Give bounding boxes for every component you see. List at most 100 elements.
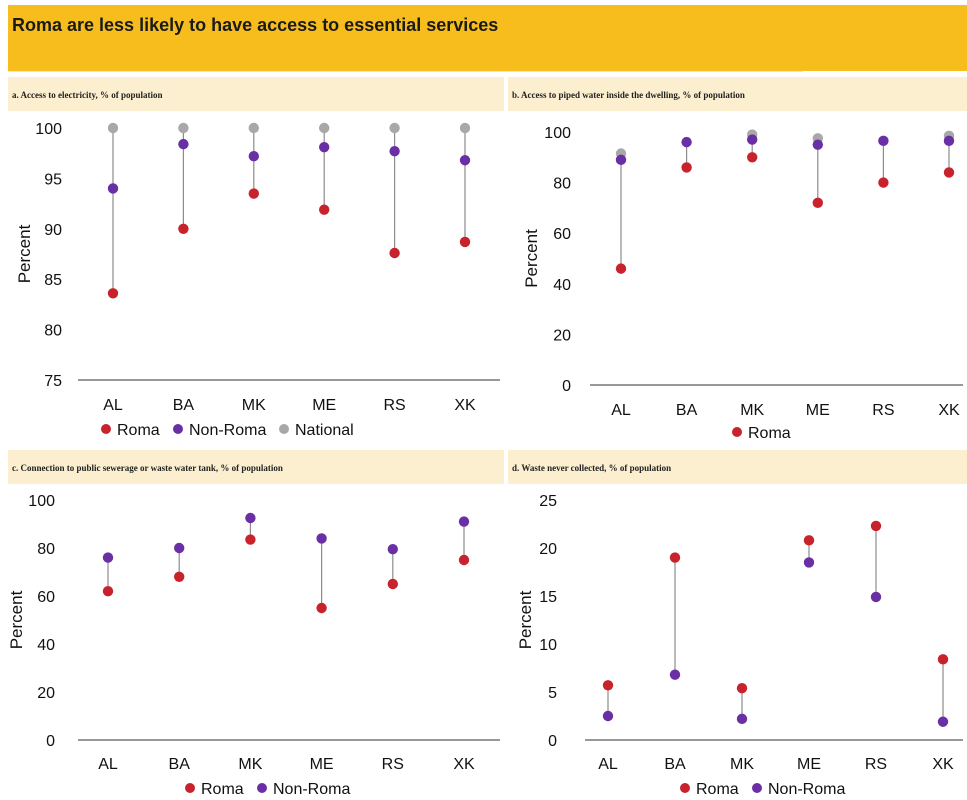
legend-marker-national — [279, 424, 289, 434]
point-non-roma — [389, 145, 400, 157]
point-non-roma — [803, 557, 815, 568]
y-tick-label: 0 — [562, 378, 571, 395]
point-non-roma — [747, 134, 758, 145]
panel-b-title: b. Access to piped water inside the dwel… — [512, 90, 745, 100]
point-roma — [602, 680, 614, 691]
point-non-roma — [602, 710, 614, 722]
point-roma — [747, 152, 758, 163]
point-roma — [458, 554, 470, 566]
y-tick-label: 15 — [539, 589, 557, 606]
point-non-roma — [387, 544, 398, 555]
chart-b-svg: 0 20 40 60 80 100 Percent AL BA MK ME RS XK Roma — [522, 125, 963, 442]
x-tick-label: ME — [797, 756, 821, 773]
point-roma — [387, 578, 398, 590]
legend-marker-roma — [185, 783, 195, 793]
point-non-roma — [107, 183, 119, 194]
x-tick-label: RS — [383, 397, 405, 414]
point-roma — [681, 162, 692, 173]
chart-d: 0 5 10 15 20 25 Percent AL BA MK ME RS XK Roma Non-Rom… — [505, 484, 967, 800]
point-roma — [389, 247, 400, 259]
point-non-roma — [878, 135, 889, 147]
legend-marker-roma — [732, 427, 742, 437]
y-tick-label: 0 — [548, 733, 557, 750]
x-tick-label: XK — [932, 756, 954, 773]
y-tick-label: 100 — [35, 121, 62, 138]
point-non-roma — [615, 154, 627, 166]
point-non-roma — [937, 716, 949, 727]
page-title: Roma are less likely to have access to e… — [12, 15, 499, 35]
point-national — [389, 122, 400, 134]
point-non-roma — [812, 139, 823, 150]
point-non-roma — [245, 512, 256, 524]
x-tick-label: RS — [865, 756, 887, 773]
legend-label: Roma — [748, 425, 791, 442]
y-tick-label: 20 — [37, 685, 55, 702]
y-tick-label: 60 — [553, 226, 571, 243]
y-tick-label: 80 — [37, 541, 55, 558]
chart-c-svg: 0 20 40 60 80 100 Percent AL BA MK ME RS XK Roma Non-R… — [7, 493, 500, 798]
x-tick-label: ME — [806, 402, 830, 419]
y-tick-label: 75 — [44, 373, 62, 390]
x-tick-label: BA — [173, 397, 195, 414]
point-roma — [174, 571, 185, 582]
x-tick-label: ME — [312, 397, 336, 414]
point-non-roma — [458, 516, 470, 527]
point-roma — [178, 223, 189, 234]
y-tick-label: 20 — [539, 541, 557, 558]
point-non-roma — [316, 533, 327, 544]
chart-b: 0 20 40 60 80 100 Percent AL BA MK ME RS XK Roma — [505, 112, 967, 450]
y-tick-label: 20 — [553, 327, 571, 344]
legend-label: Roma — [696, 781, 739, 798]
y-tick-label: 100 — [544, 125, 571, 142]
y-tick-label: 100 — [28, 493, 55, 510]
point-non-roma — [174, 542, 185, 554]
point-roma — [669, 552, 681, 563]
chart-a-svg: 75 80 85 90 95 100 Percent AL BA MK ME RS XK Roma Non-… — [15, 121, 500, 439]
x-tick-label: BA — [676, 402, 698, 419]
point-non-roma — [102, 552, 114, 563]
legend-label: Roma — [117, 422, 160, 439]
legend-marker-roma — [101, 424, 111, 434]
y-axis-label: Percent — [15, 224, 34, 283]
point-non-roma — [178, 138, 189, 150]
header-banner: Roma are less likely to have access to e… — [8, 5, 967, 71]
legend-marker-non-roma — [257, 783, 267, 793]
chart-d-svg: 0 5 10 15 20 25 Percent AL BA MK ME RS XK Roma Non-Rom… — [516, 493, 963, 798]
y-tick-label: 60 — [37, 589, 55, 606]
point-roma — [878, 177, 889, 188]
legend-marker-non-roma — [752, 783, 762, 793]
y-tick-label: 25 — [539, 493, 557, 510]
x-tick-label: AL — [103, 397, 123, 414]
point-roma — [319, 204, 330, 215]
point-roma — [812, 197, 823, 209]
x-tick-label: AL — [598, 756, 618, 773]
point-non-roma — [459, 155, 471, 166]
y-tick-label: 95 — [44, 171, 62, 188]
legend-marker-roma — [680, 783, 690, 793]
panel-d-header: d. Waste never collected, % of populatio… — [508, 450, 967, 484]
y-tick-label: 40 — [37, 637, 55, 654]
point-national — [178, 122, 189, 134]
legend-label: National — [295, 422, 354, 439]
point-roma — [615, 263, 627, 274]
point-non-roma — [870, 591, 882, 603]
point-non-roma — [669, 669, 681, 680]
point-non-roma — [248, 151, 259, 162]
point-roma — [459, 236, 471, 248]
legend-label: Non-Roma — [768, 781, 845, 798]
y-tick-label: 80 — [44, 323, 62, 340]
point-roma — [803, 535, 815, 546]
y-axis-label: Percent — [522, 229, 541, 288]
x-tick-label: RS — [872, 402, 894, 419]
x-tick-label: XK — [454, 397, 476, 414]
x-tick-label: BA — [664, 756, 686, 773]
point-roma — [248, 188, 259, 199]
panel-b-header: b. Access to piped water inside the dwel… — [508, 77, 967, 111]
x-tick-label: XK — [938, 402, 960, 419]
chart-c: 0 20 40 60 80 100 Percent AL BA MK ME RS XK Roma Non-R… — [0, 484, 505, 800]
point-roma — [943, 167, 955, 178]
y-tick-label: 40 — [553, 277, 571, 294]
panel-c-title: c. Connection to public sewerage or wast… — [12, 463, 283, 473]
y-axis-label: Percent — [7, 590, 26, 649]
chart-a: 75 80 85 90 95 100 Percent AL BA MK ME RS XK Roma Non-… — [0, 112, 505, 450]
